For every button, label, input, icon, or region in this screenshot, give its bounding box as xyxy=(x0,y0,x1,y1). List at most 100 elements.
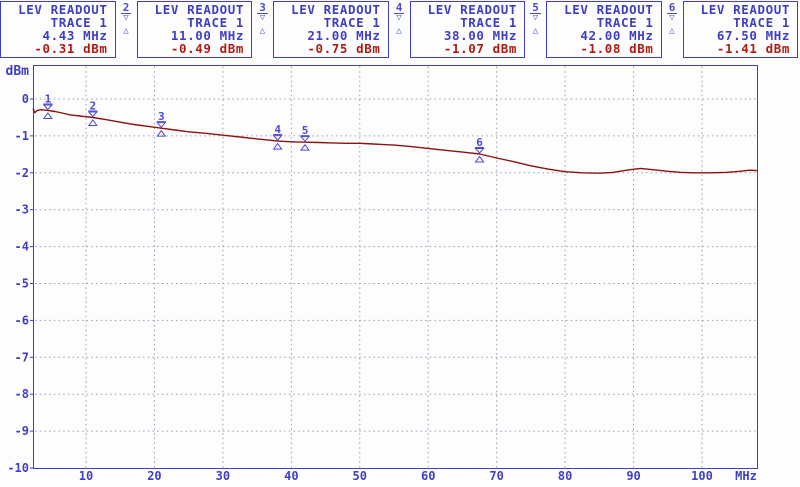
marker-up-icon xyxy=(300,143,311,151)
chart-marker-5[interactable]: 5 xyxy=(299,124,311,151)
marker-up-icon: △ xyxy=(532,26,539,36)
readout-trace-label: TRACE 1 xyxy=(187,15,244,30)
chart-marker-number: 5 xyxy=(302,124,309,137)
x-tick-label: 60 xyxy=(421,469,435,483)
readout-level: -0.75 dBm xyxy=(307,41,381,56)
chart-marker-3[interactable]: 3 xyxy=(156,110,167,137)
readout-trace-label: TRACE 1 xyxy=(323,15,381,30)
y-tick-label: -5 xyxy=(15,277,29,291)
readout-unit-2: 2 ▽ △ LEV READOUT TRACE 1 11.00 MHz -0.4… xyxy=(116,1,252,58)
readout-level: -0.49 dBm xyxy=(170,41,244,56)
y-axis-unit-label: dBm xyxy=(6,64,30,79)
x-tick-label: 100 xyxy=(691,469,713,483)
marker-down-icon: ▽ xyxy=(532,13,539,23)
readout-unit-5: 5 ▽ △ LEV READOUT TRACE 1 42.00 MHz -1.0… xyxy=(525,1,662,58)
marker-up-icon xyxy=(474,155,485,163)
y-tick-label: -1 xyxy=(15,129,29,143)
readout-level: -1.08 dBm xyxy=(580,41,654,56)
y-tick-label: -2 xyxy=(15,166,29,180)
x-axis-unit-label: MHz xyxy=(735,469,757,483)
readout-box-5: LEV READOUT TRACE 1 42.00 MHz -1.08 dBm xyxy=(546,1,662,58)
y-tick-label: -3 xyxy=(15,203,29,217)
readout-frequency: 42.00 MHz xyxy=(580,28,654,43)
marker-6-icon: 6 ▽ △ xyxy=(662,1,683,36)
chart-marker-number: 6 xyxy=(476,136,483,149)
marker-number: 3 xyxy=(257,1,268,14)
chart-marker-number: 2 xyxy=(90,99,97,112)
readout-frequency: 21.00 MHz xyxy=(307,28,381,43)
marker-up-icon: △ xyxy=(669,26,675,36)
y-tick-label: -4 xyxy=(15,240,29,254)
plot-frame xyxy=(33,65,758,469)
marker-down-icon xyxy=(474,147,485,154)
y-tick-label: -6 xyxy=(15,313,29,327)
marker-number: 5 xyxy=(530,1,541,14)
readout-unit-6: 6 ▽ △ LEV READOUT TRACE 1 67.50 MHz -1.4… xyxy=(662,1,798,58)
readout-trace-label: TRACE 1 xyxy=(460,15,517,30)
x-tick-label: 50 xyxy=(353,469,367,483)
y-tick-label: -10 xyxy=(7,461,29,475)
marker-number: 6 xyxy=(666,1,678,14)
chart-marker-4[interactable]: 4 xyxy=(272,123,283,150)
marker-down-icon xyxy=(87,111,98,118)
marker-readout-row: 1 ▽ △ LEV READOUT TRACE 1 4.43 MHz -0.31… xyxy=(0,1,800,58)
marker-up-icon: △ xyxy=(396,26,402,36)
chart-marker-2[interactable]: 2 xyxy=(87,99,98,126)
readout-title: LEV READOUT xyxy=(291,2,381,17)
readout-title: LEV READOUT xyxy=(18,2,108,17)
readout-box-1: LEV READOUT TRACE 1 4.43 MHz -0.31 dBm xyxy=(0,1,116,58)
x-tick-label: 70 xyxy=(489,469,503,483)
marker-down-icon xyxy=(272,135,283,141)
y-tick-label: -8 xyxy=(15,387,29,401)
readout-trace-label: TRACE 1 xyxy=(733,15,790,30)
readout-box-4: LEV READOUT TRACE 1 38.00 MHz -1.07 dBm xyxy=(409,1,525,58)
chart-marker-number: 4 xyxy=(274,123,281,136)
readout-unit-3: 3 ▽ △ LEV READOUT TRACE 1 21.00 MHz -0.7… xyxy=(252,1,389,58)
chart-marker-6[interactable]: 6 xyxy=(474,136,485,163)
marker-down-icon xyxy=(156,122,167,128)
readout-level: -1.41 dBm xyxy=(716,41,790,56)
readout-title: LEV READOUT xyxy=(700,2,790,17)
readout-title: LEV READOUT xyxy=(154,2,244,17)
marker-down-icon xyxy=(299,136,311,142)
y-tick-label: 0 xyxy=(22,92,29,106)
readout-title: LEV READOUT xyxy=(427,2,517,17)
marker-number: 4 xyxy=(393,1,405,14)
marker-4-icon: 4 ▽ △ xyxy=(389,1,410,36)
readout-frequency: 38.00 MHz xyxy=(443,28,517,43)
readout-level: -0.31 dBm xyxy=(34,41,108,56)
y-tick-label: -7 xyxy=(15,350,29,364)
marker-5-icon: 5 ▽ △ xyxy=(525,1,546,36)
readout-box-6: LEV READOUT TRACE 1 67.50 MHz -1.41 dBm xyxy=(682,1,798,58)
readout-frequency: 67.50 MHz xyxy=(716,28,790,43)
readout-frequency: 4.43 MHz xyxy=(42,28,108,43)
x-tick-label: 90 xyxy=(626,469,640,483)
trace-line xyxy=(32,108,758,174)
marker-3-icon: 3 ▽ △ xyxy=(252,1,273,36)
chart-marker-1[interactable]: 1 xyxy=(42,92,53,119)
marker-down-icon: ▽ xyxy=(123,13,129,23)
marker-up-icon xyxy=(87,119,98,126)
marker-up-icon: △ xyxy=(123,26,129,36)
chart-marker-number: 3 xyxy=(158,110,165,123)
y-tick-label: -9 xyxy=(15,424,29,438)
marker-up-icon: △ xyxy=(259,26,266,36)
readout-box-3: LEV READOUT TRACE 1 21.00 MHz -0.75 dBm xyxy=(273,1,389,58)
marker-up-icon xyxy=(272,142,283,150)
marker-down-icon: ▽ xyxy=(259,13,266,23)
marker-up-icon xyxy=(156,129,167,137)
readout-frequency: 11.00 MHz xyxy=(170,28,244,43)
readout-title: LEV READOUT xyxy=(564,2,654,17)
readout-unit-4: 4 ▽ △ LEV READOUT TRACE 1 38.00 MHz -1.0… xyxy=(389,1,525,58)
marker-down-icon: ▽ xyxy=(669,13,675,23)
x-tick-label: 10 xyxy=(79,469,93,483)
x-tick-label: 30 xyxy=(216,469,230,483)
readout-box-2: LEV READOUT TRACE 1 11.00 MHz -0.49 dBm xyxy=(136,1,252,58)
chart-marker-number: 1 xyxy=(45,92,52,105)
x-tick-label: 40 xyxy=(284,469,298,483)
marker-down-icon: ▽ xyxy=(396,13,402,23)
marker-up-icon xyxy=(42,112,53,119)
marker-number: 2 xyxy=(120,1,132,14)
x-tick-label: 80 xyxy=(558,469,572,483)
